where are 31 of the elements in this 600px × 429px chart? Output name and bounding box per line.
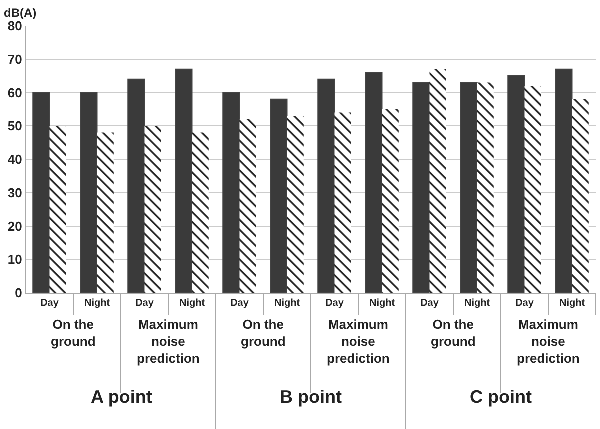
text: On the ground bbox=[431, 317, 476, 349]
text: Maximum noise prediction bbox=[327, 317, 390, 366]
text: On the ground bbox=[51, 317, 96, 349]
x-tick-label: Day bbox=[136, 298, 154, 309]
x-tick-label: Night bbox=[84, 298, 111, 309]
text: C point bbox=[470, 387, 532, 407]
y-tick-label: 70 bbox=[8, 52, 22, 67]
x-tick-label: Night bbox=[464, 298, 491, 309]
y-tick-label: 30 bbox=[8, 185, 22, 200]
x-tick-label: Night bbox=[274, 298, 301, 309]
x-tick-label: Night bbox=[179, 298, 206, 309]
x-tick-label: Day bbox=[420, 298, 440, 309]
text: B point bbox=[280, 387, 342, 407]
text: Maximum noise prediction bbox=[517, 317, 580, 366]
y-tick-label: 40 bbox=[8, 152, 22, 168]
x-tick-label: Day bbox=[230, 298, 250, 309]
text: On the ground bbox=[241, 317, 286, 349]
text: Maximum noise prediction bbox=[137, 317, 200, 366]
x-tick-label: Day bbox=[516, 298, 534, 309]
x-tick-label: Day bbox=[40, 298, 60, 309]
y-tick-label: 20 bbox=[8, 218, 22, 234]
y-tick-label: 0 bbox=[15, 286, 22, 301]
y-tick-label: 50 bbox=[8, 118, 22, 134]
text: A point bbox=[91, 387, 152, 407]
x-tick-label: Night bbox=[559, 298, 586, 309]
y-tick-label: 10 bbox=[8, 252, 22, 268]
y-tick-label: 60 bbox=[8, 85, 22, 100]
y-tick-label: 80 bbox=[8, 18, 22, 34]
x-tick-label: Day bbox=[326, 298, 344, 309]
x-tick-label: Night bbox=[369, 298, 396, 309]
y-axis-title: dB(A) bbox=[4, 6, 37, 20]
